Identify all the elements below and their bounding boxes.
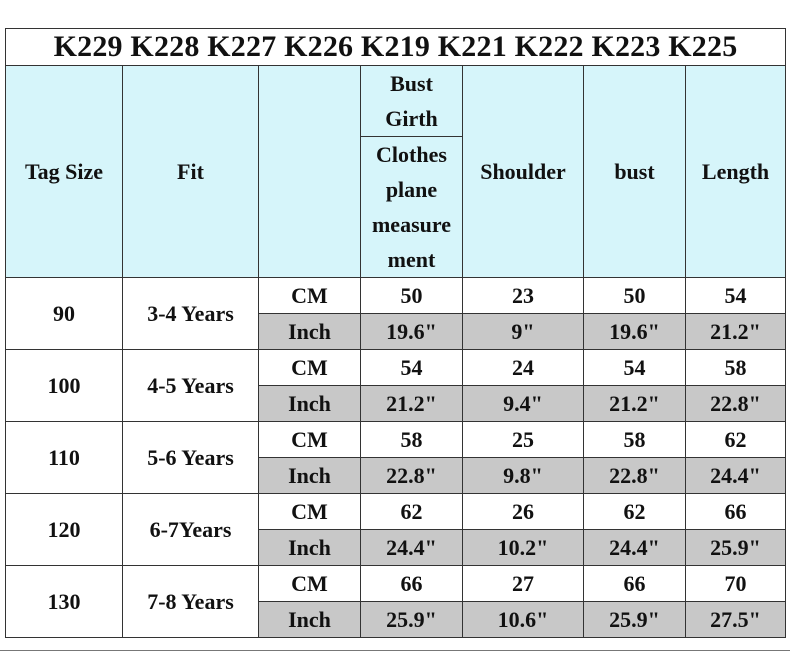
table-cell: Inch bbox=[258, 385, 361, 422]
table-row: 130 7-8 Years CM 66 27 66 70 bbox=[5, 565, 787, 638]
table-cell: 9" bbox=[462, 313, 584, 350]
table-cell: 3-4 Years bbox=[122, 277, 259, 350]
table-row: Inch 22.8" 9.8" 22.8" 24.4" bbox=[6, 457, 787, 494]
table-cell: 4-5 Years bbox=[122, 349, 259, 422]
table-cell: 58 bbox=[360, 421, 463, 458]
title: K229 K228 K227 K226 K219 K221 K222 K223 … bbox=[4, 28, 787, 66]
header-cell bbox=[258, 65, 361, 278]
table-cell: 19.6" bbox=[583, 313, 686, 350]
table-cell: CM bbox=[258, 493, 361, 530]
table-cell: 23 bbox=[462, 277, 584, 314]
header-cell: Bust Girth bbox=[360, 65, 463, 137]
table-cell: 66 bbox=[360, 565, 463, 602]
table-cell: 58 bbox=[583, 421, 686, 458]
table-cell: 54 bbox=[583, 349, 686, 386]
header-cell: bust bbox=[583, 65, 686, 278]
table-cell: 21.2" bbox=[684, 313, 787, 350]
table-cell: 25.9" bbox=[583, 601, 686, 638]
header-cell: Tag Size bbox=[5, 65, 123, 278]
table-cell: 10.2" bbox=[462, 529, 584, 566]
table-cell: 110 bbox=[5, 421, 123, 494]
table-cell: 62 bbox=[583, 493, 686, 530]
table-cell: 100 bbox=[5, 349, 123, 422]
table-row: Inch 25.9" 10.6" 25.9" 27.5" bbox=[6, 601, 787, 638]
table-cell: 5-6 Years bbox=[122, 421, 259, 494]
table-cell: 22.8" bbox=[684, 385, 787, 422]
table-cell: 9.8" bbox=[462, 457, 584, 494]
table-row: 100 4-5 Years CM 54 24 54 58 bbox=[5, 349, 787, 422]
table-cell: 130 bbox=[5, 565, 123, 638]
table-cell: CM bbox=[258, 421, 361, 458]
table-cell: 120 bbox=[5, 493, 123, 566]
table-row: Inch 24.4" 10.2" 24.4" 25.9" bbox=[6, 529, 787, 566]
table-cell: 6-7Years bbox=[122, 493, 259, 566]
table-cell: 21.2" bbox=[360, 385, 463, 422]
table-cell: 27.5" bbox=[684, 601, 787, 638]
size-table: K229 K228 K227 K226 K219 K221 K222 K223 … bbox=[4, 28, 787, 638]
table-row: 120 6-7Years CM 62 26 62 66 bbox=[5, 493, 787, 566]
table-cell: Inch bbox=[258, 529, 361, 566]
table-cell: 26 bbox=[462, 493, 584, 530]
table-cell: Inch bbox=[258, 457, 361, 494]
header-cell: Fit bbox=[122, 65, 259, 278]
table-row: 110 5-6 Years CM 58 25 58 62 bbox=[5, 421, 787, 494]
table-cell: Inch bbox=[258, 601, 361, 638]
table-cell: 21.2" bbox=[583, 385, 686, 422]
table-cell: 66 bbox=[684, 493, 787, 530]
table-cell: 54 bbox=[684, 277, 787, 314]
table-cell: CM bbox=[258, 565, 361, 602]
table-cell: 9.4" bbox=[462, 385, 584, 422]
table-cell: 10.6" bbox=[462, 601, 584, 638]
table-cell: 7-8 Years bbox=[122, 565, 259, 638]
table-cell: 24.4" bbox=[583, 529, 686, 566]
table-cell: 62 bbox=[684, 421, 787, 458]
table-cell: 19.6" bbox=[360, 313, 463, 350]
table-cell: CM bbox=[258, 277, 361, 314]
table-cell: 50 bbox=[583, 277, 686, 314]
divider bbox=[0, 650, 790, 651]
table-row: Inch 21.2" 9.4" 21.2" 22.8" bbox=[6, 385, 787, 422]
table-cell: 25 bbox=[462, 421, 584, 458]
table-cell: CM bbox=[258, 349, 361, 386]
table-cell: 70 bbox=[684, 565, 787, 602]
table-cell: 58 bbox=[684, 349, 787, 386]
table-row: 90 3-4 Years CM 50 23 50 54 bbox=[5, 277, 787, 350]
table-cell: 54 bbox=[360, 349, 463, 386]
table-cell: Inch bbox=[258, 313, 361, 350]
table-row: Inch 19.6" 9" 19.6" 21.2" bbox=[6, 313, 787, 350]
table-cell: 66 bbox=[583, 565, 686, 602]
table-cell: 22.8" bbox=[583, 457, 686, 494]
table-cell: 25.9" bbox=[684, 529, 787, 566]
table-cell: 22.8" bbox=[360, 457, 463, 494]
table-cell: 24.4" bbox=[360, 529, 463, 566]
header-cell: Clothes plane measurement bbox=[360, 136, 463, 278]
table-cell: 50 bbox=[360, 277, 463, 314]
table-cell: 90 bbox=[5, 277, 123, 350]
table-cell: 27 bbox=[462, 565, 584, 602]
table-cell: 24.4" bbox=[684, 457, 787, 494]
header-cell: Shoulder bbox=[462, 65, 584, 278]
table-cell: 25.9" bbox=[360, 601, 463, 638]
header-cell: Length bbox=[684, 65, 787, 278]
table-cell: 24 bbox=[462, 349, 584, 386]
table-cell: 62 bbox=[360, 493, 463, 530]
